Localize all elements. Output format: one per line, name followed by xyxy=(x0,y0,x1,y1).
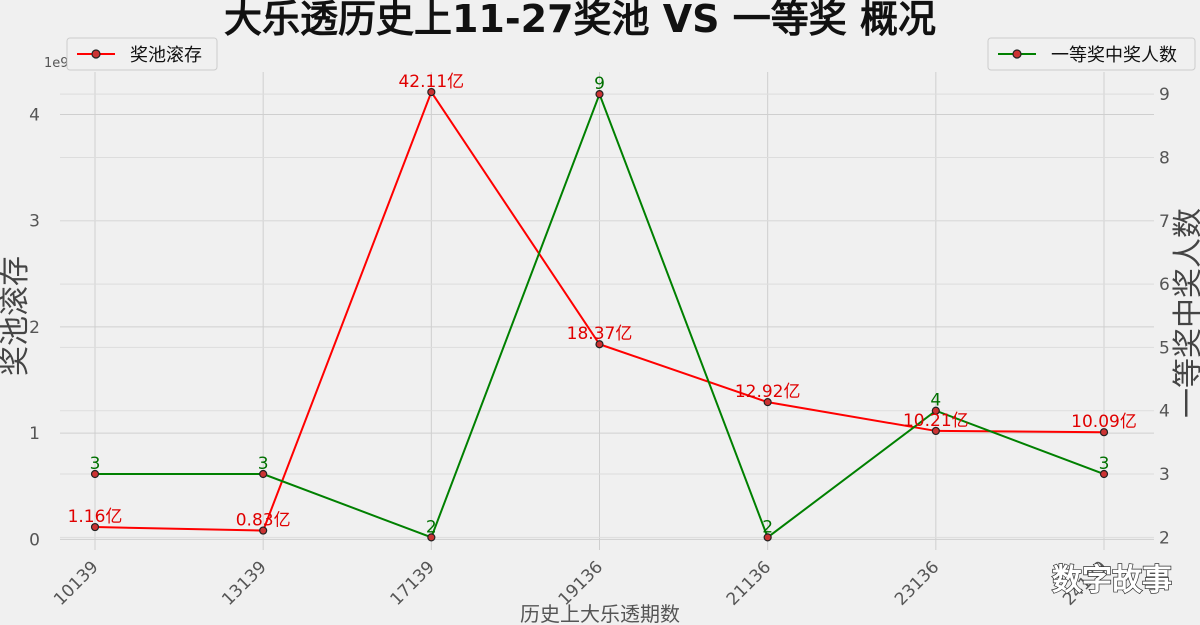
y-tick-label-left: 0 xyxy=(29,530,40,550)
y-tick-label-left: 2 xyxy=(29,318,40,338)
y-tick-label-right: 5 xyxy=(1159,338,1170,358)
series-points xyxy=(90,87,1109,542)
legend-right-marker xyxy=(1012,49,1022,59)
series-1-data-label: 4 xyxy=(930,391,941,411)
series-1-point xyxy=(259,469,268,479)
series-1-point xyxy=(763,533,772,542)
x-tick-label: 10139 xyxy=(50,557,102,609)
series-1-point xyxy=(90,469,100,479)
y-tick-label-right: 6 xyxy=(1159,275,1170,295)
series-0-data-label: 10.21亿 xyxy=(903,411,969,431)
series-0-point xyxy=(427,87,436,97)
series-0-point xyxy=(90,522,100,532)
series-0-point xyxy=(763,398,772,407)
x-tick-label: 23136 xyxy=(891,557,943,609)
y-axis-label-right: 一等奖中奖人数 xyxy=(1171,208,1200,418)
grid-lines xyxy=(60,72,1154,550)
series-0-data-label: 18.37亿 xyxy=(567,324,633,344)
series-0-point xyxy=(1099,428,1109,437)
series-0-data-label: 10.09亿 xyxy=(1071,412,1137,432)
series-1-point xyxy=(427,533,436,542)
series-0-data-label: 42.11亿 xyxy=(398,72,464,92)
data-labels: 1.16亿 0.83亿 42.11亿 18.37亿 12.92亿 10.21亿 10.09亿… xyxy=(68,72,1137,537)
y-tick-label-right: 8 xyxy=(1159,148,1170,168)
series-0-data-label: 1.16亿 xyxy=(68,507,123,527)
series-0-data-label: 0.83亿 xyxy=(236,511,291,531)
y-tick-label-right: 4 xyxy=(1159,402,1170,422)
chart-title: 大乐透历史上11-27奖池 VS 一等奖 概况 xyxy=(224,0,936,41)
series-0-data-label: 12.92亿 xyxy=(735,382,801,402)
series-1-data-label: 3 xyxy=(258,454,269,474)
watermark: 数字故事 xyxy=(1052,563,1172,598)
series-1-data-label: 9 xyxy=(594,74,605,94)
legend-left-label: 奖池滚存 xyxy=(130,45,202,66)
legend-left: 奖池滚存 xyxy=(66,37,218,71)
y-tick-label-right: 7 xyxy=(1159,212,1170,232)
series-1-data-label: 3 xyxy=(1099,454,1110,474)
y-tick-label-right: 3 xyxy=(1159,465,1170,485)
y-tick-label-right: 2 xyxy=(1159,528,1170,548)
legend-left-marker xyxy=(91,49,101,59)
legend-right: 一等奖中奖人数 xyxy=(987,37,1196,71)
series-0-point xyxy=(931,426,940,436)
series-0-point xyxy=(595,340,604,349)
y-tick-label-right: 9 xyxy=(1159,85,1170,105)
y-tick-label-left: 4 xyxy=(29,105,40,125)
series-1-data-label: 2 xyxy=(762,517,773,537)
y-tick-label-left: 1 xyxy=(29,424,40,444)
x-tick-label: 13139 xyxy=(218,557,270,609)
x-axis-label: 历史上大乐透期数 xyxy=(520,602,680,625)
plot-area xyxy=(60,72,1154,550)
legend-right-label: 一等奖中奖人数 xyxy=(1051,45,1177,66)
x-tick-label: 17139 xyxy=(386,557,438,609)
series-1-point xyxy=(931,406,940,415)
series-1-data-label: 2 xyxy=(426,517,437,537)
series-1-point xyxy=(1099,469,1109,479)
series-0-point xyxy=(259,526,268,535)
series-1-data-label: 3 xyxy=(90,454,101,474)
left-axis-scale-note: 1e9 xyxy=(44,56,69,71)
x-tick-label: 21136 xyxy=(723,557,775,609)
y-tick-label-left: 3 xyxy=(29,212,40,232)
series-1-point xyxy=(595,90,604,99)
y-axis-label-left: 奖池滚存 xyxy=(0,256,33,376)
